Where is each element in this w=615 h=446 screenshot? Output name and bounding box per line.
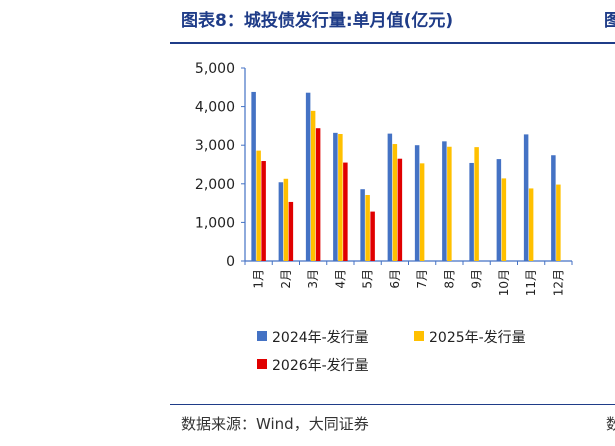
bar-2025	[447, 146, 452, 261]
bar-2024	[305, 92, 311, 261]
bar-2024	[360, 189, 365, 261]
x-category-label: 9月	[470, 269, 484, 289]
x-category-label: 5月	[361, 269, 375, 289]
legend-label: 2025年-发行量	[429, 330, 526, 346]
bar-2025	[556, 184, 561, 261]
bar-2024	[442, 141, 447, 261]
x-category-label: 8月	[442, 269, 456, 289]
y-tick-label: 5,000	[195, 61, 235, 77]
bar-2026	[370, 211, 375, 261]
bar-2026	[261, 161, 266, 261]
legend-swatch	[414, 331, 424, 341]
bar-2026	[343, 162, 348, 261]
x-category-label: 1月	[252, 269, 266, 289]
bar-2025	[392, 144, 398, 261]
data-source: 数据来源：Wind，大同证券	[181, 415, 369, 433]
bar-2026	[288, 201, 294, 261]
x-category-label: 11月	[524, 269, 538, 296]
y-tick-label: 0	[226, 254, 235, 270]
next-figure-title-fragment: 图	[604, 11, 615, 31]
y-tick-label: 3,000	[195, 138, 235, 154]
bar-2024	[333, 132, 338, 261]
source-rule	[170, 404, 615, 405]
x-category-label: 6月	[388, 269, 402, 289]
x-category-label: 12月	[551, 269, 565, 296]
x-category-label: 3月	[306, 269, 320, 289]
title-rule	[170, 42, 615, 44]
bar-2026	[397, 158, 403, 261]
bar-2025	[501, 178, 507, 261]
x-category-label: 10月	[497, 269, 511, 296]
bar-2024	[414, 145, 420, 261]
x-category-label: 2月	[279, 269, 293, 289]
bar-2025	[528, 188, 534, 261]
y-tick-label: 4,000	[195, 100, 235, 116]
bar-2025	[365, 194, 370, 261]
bar-2025	[256, 150, 261, 261]
bar-2025	[310, 110, 316, 261]
bar-2024	[523, 134, 529, 261]
bar-2024	[251, 91, 256, 261]
y-tick-label: 1,000	[195, 215, 235, 231]
legend-label: 2024年-发行量	[272, 330, 369, 346]
bar-2024	[387, 133, 393, 261]
bar-2025	[474, 147, 479, 261]
x-category-label: 4月	[333, 269, 347, 289]
bar-2024	[469, 162, 474, 261]
next-source-fragment: 数	[606, 415, 615, 433]
bar-2025	[283, 178, 289, 261]
y-tick-label: 2,000	[195, 177, 235, 193]
bar-2024	[496, 159, 502, 261]
x-category-label: 7月	[415, 269, 429, 289]
legend-swatch	[257, 359, 267, 369]
bar-2024	[551, 155, 556, 261]
bar-2024	[278, 182, 284, 261]
bar-2025	[338, 134, 343, 261]
legend-label: 2026年-发行量	[272, 358, 369, 374]
legend-swatch	[257, 331, 267, 341]
bar-2025	[419, 163, 425, 261]
chart-title: 图表8：城投债发行量:单月值(亿元)	[181, 11, 454, 31]
bar-2026	[315, 128, 321, 261]
